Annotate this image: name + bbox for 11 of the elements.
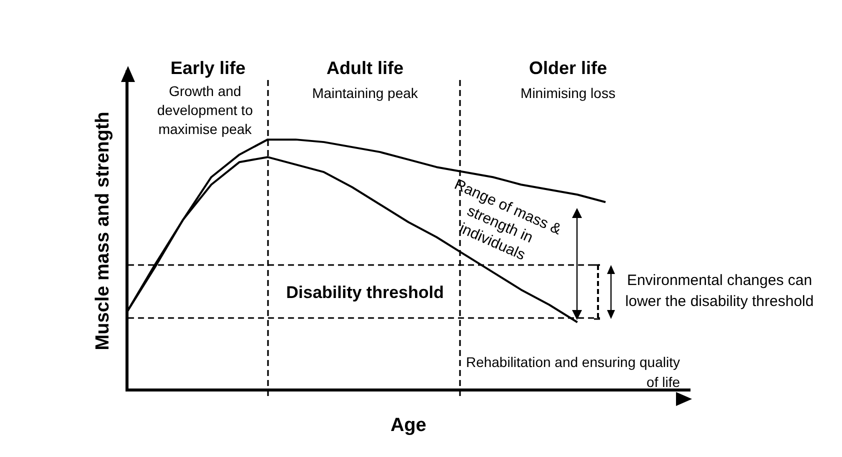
- text: Growth and development to maximise peak: [156, 82, 254, 139]
- text: Minimising loss: [520, 84, 616, 102]
- text: Maintaining peak: [311, 84, 419, 102]
- text: Older life: [528, 57, 608, 79]
- annotation: Disability threshold: [285, 282, 445, 303]
- annotation: Rehabilitation and ensuring quality of life: [464, 353, 680, 392]
- x-axis-title: Age: [390, 414, 426, 436]
- text: Adult life: [326, 57, 404, 79]
- y-axis-title: Muscle mass and strength: [92, 112, 114, 350]
- annotation: Environmental changes can lower the disability threshold: [624, 271, 815, 312]
- text: Early life: [169, 57, 247, 79]
